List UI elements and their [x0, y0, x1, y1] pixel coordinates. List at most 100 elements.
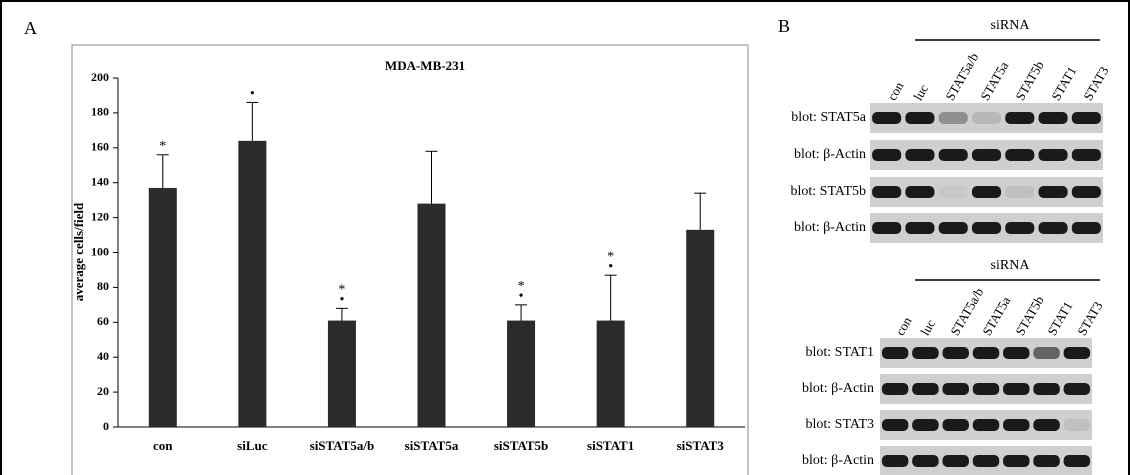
blot-band [1033, 419, 1060, 431]
blot-band [1005, 149, 1034, 161]
blot-band [1033, 455, 1060, 467]
blot-band [973, 419, 1000, 431]
blot-label: blot: STAT1 [806, 345, 875, 360]
blot-band [882, 419, 909, 431]
blot-band [972, 112, 1001, 124]
panel-label: B [778, 16, 790, 36]
blot-band [942, 347, 969, 359]
lane-label: STAT3 [1074, 299, 1105, 338]
blot-band [1064, 383, 1091, 395]
blot-band [872, 186, 901, 198]
blot-label: blot: STAT5a [791, 110, 866, 125]
blot-band [1005, 222, 1034, 234]
blot-band [882, 455, 909, 467]
blot-band [1064, 347, 1091, 359]
y-tick-label: 140 [91, 174, 109, 188]
blot-band [973, 383, 1000, 395]
blot-band [972, 149, 1001, 161]
x-tick-label: siSTAT1 [587, 438, 634, 453]
blot-label: blot: β-Actin [802, 453, 874, 468]
blot-band [973, 347, 1000, 359]
blot-band [1039, 186, 1068, 198]
significance-mark: * [159, 139, 166, 154]
blot-band [912, 347, 939, 359]
lane-label: luc [910, 82, 931, 103]
blot-band [1003, 455, 1029, 467]
significance-mark: • [250, 87, 255, 102]
panel-label: A [24, 18, 37, 38]
blot-band [1064, 419, 1091, 431]
x-tick-label: con [153, 438, 173, 453]
chart-title: MDA-MB-231 [385, 58, 465, 73]
lane-label: STAT5b [1012, 293, 1047, 338]
y-tick-label: 100 [91, 244, 109, 258]
lane-label: STAT1 [1044, 299, 1075, 338]
error-bar [515, 305, 527, 321]
bar [686, 230, 714, 427]
blot-band [939, 112, 968, 124]
y-tick-label: 60 [97, 314, 109, 328]
blot-label: blot: STAT5b [791, 184, 867, 199]
x-tick-label: siLuc [237, 438, 268, 453]
significance-mark: • [339, 293, 344, 308]
blot-band [972, 186, 1001, 198]
error-bar [426, 151, 438, 203]
blot-label: blot: β-Actin [794, 220, 866, 235]
blot-band [1072, 149, 1101, 161]
blot-band [942, 455, 969, 467]
y-tick-label: 0 [103, 419, 109, 433]
blot-label: blot: STAT3 [806, 417, 875, 432]
blot-band [872, 112, 901, 124]
blot-band [1039, 112, 1068, 124]
bar [328, 321, 356, 427]
blot-band [905, 222, 934, 234]
error-bar [246, 102, 258, 140]
blot-band [872, 222, 901, 234]
error-bar [157, 155, 169, 188]
y-axis-label: average cells/field [71, 202, 86, 301]
lane-label: con [884, 79, 907, 103]
blot-band [973, 455, 1000, 467]
siRNA-header: siRNA [991, 18, 1031, 33]
blot-band [912, 419, 939, 431]
blot-band [1003, 347, 1029, 359]
blot-band [972, 222, 1001, 234]
blot-band [939, 186, 968, 198]
blot-label: blot: β-Actin [794, 147, 866, 162]
blot-band [905, 149, 934, 161]
blot-band [1072, 222, 1101, 234]
lane-label: STAT5a/b [942, 50, 981, 103]
blot-band [1003, 383, 1029, 395]
lane-label: STAT1 [1048, 64, 1079, 103]
bar [149, 188, 177, 427]
significance-mark: • [519, 289, 524, 304]
y-tick-label: 80 [97, 279, 109, 293]
y-tick-label: 180 [91, 105, 109, 119]
x-tick-label: siSTAT3 [677, 438, 725, 453]
blot-band [1039, 222, 1068, 234]
blot-band [912, 383, 939, 395]
error-bar [694, 193, 706, 230]
blot-band [1003, 419, 1029, 431]
lane-label: STAT5a [977, 59, 1011, 103]
x-tick-label: siSTAT5a [405, 438, 459, 453]
figure: A MDA-MB-231 average cells/field B 02040… [0, 0, 1130, 475]
blot-band [872, 149, 901, 161]
error-bar [605, 275, 617, 320]
blot-band [1064, 455, 1091, 467]
significance-mark: • [608, 259, 613, 274]
blot-band [942, 383, 969, 395]
blot-band [1039, 149, 1068, 161]
siRNA-header: siRNA [991, 258, 1031, 273]
lane-label: luc [917, 317, 938, 338]
blot-label: blot: β-Actin [802, 381, 874, 396]
x-tick-label: siSTAT5a/b [310, 438, 375, 453]
error-bar [336, 308, 348, 320]
blot-band [882, 347, 909, 359]
blot-band [1072, 112, 1101, 124]
lane-label: con [892, 314, 915, 338]
y-tick-label: 200 [91, 70, 109, 84]
blot-band [1033, 347, 1060, 359]
blot-band [1033, 383, 1060, 395]
y-tick-label: 160 [91, 140, 109, 154]
